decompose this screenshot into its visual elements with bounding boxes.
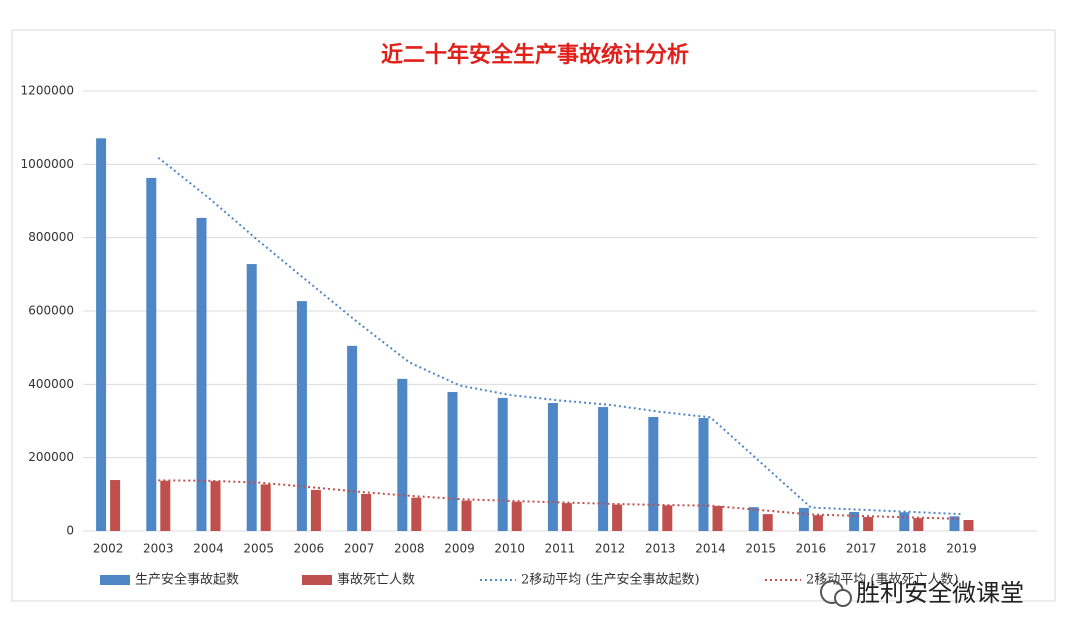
chart-frame xyxy=(11,29,1056,602)
bar xyxy=(662,505,673,531)
x-tick-label: 2004 xyxy=(193,542,224,556)
bar xyxy=(899,512,910,531)
bar xyxy=(160,480,171,531)
bar xyxy=(561,503,572,531)
bar xyxy=(698,418,709,531)
bar xyxy=(949,516,960,531)
x-tick-label: 2016 xyxy=(796,542,827,556)
bar xyxy=(748,507,759,531)
legend-swatch xyxy=(302,575,332,585)
bar xyxy=(347,345,358,531)
bar xyxy=(547,403,558,531)
bar xyxy=(447,392,458,531)
bar xyxy=(96,138,107,532)
x-tick-label: 2019 xyxy=(946,542,977,556)
bar xyxy=(798,507,809,531)
y-tick-label: 800000 xyxy=(28,230,74,244)
bar xyxy=(210,481,221,531)
x-tick-label: 2012 xyxy=(595,542,626,556)
bar xyxy=(511,501,522,531)
x-tick-label: 2008 xyxy=(394,542,425,556)
y-tick-label: 600000 xyxy=(28,304,74,318)
x-tick-label: 2015 xyxy=(745,542,776,556)
x-tick-label: 2003 xyxy=(143,542,174,556)
bar xyxy=(146,177,157,531)
bar xyxy=(110,480,121,531)
bar xyxy=(310,489,321,531)
bar xyxy=(246,264,257,531)
legend-label: 事故死亡人数 xyxy=(337,573,415,588)
bar xyxy=(712,506,723,531)
legend-swatch xyxy=(100,575,130,585)
y-tick-label: 200000 xyxy=(28,450,74,464)
bar xyxy=(612,504,623,531)
y-tick-label: 1200000 xyxy=(21,84,74,98)
legend-label: 生产安全事故起数 xyxy=(135,572,239,588)
x-tick-label: 2007 xyxy=(344,542,375,556)
x-tick-label: 2002 xyxy=(93,542,124,556)
bar xyxy=(598,407,609,531)
bar xyxy=(863,517,874,531)
x-tick-label: 2006 xyxy=(294,542,325,556)
bar xyxy=(397,378,408,531)
x-tick-label: 2017 xyxy=(846,542,877,556)
x-tick-label: 2011 xyxy=(545,542,576,556)
x-tick-label: 2014 xyxy=(695,542,726,556)
x-tick-label: 2013 xyxy=(645,542,676,556)
y-tick-label: 1000000 xyxy=(21,157,74,171)
bar xyxy=(361,493,372,531)
watermark: 胜利安全微课堂 xyxy=(856,579,1024,607)
legend-label: 2移动平均 (事故死亡人数) xyxy=(806,573,959,588)
y-tick-label: 0 xyxy=(66,524,74,538)
y-tick-label: 400000 xyxy=(28,377,74,391)
legend-label: 2移动平均 (生产安全事故起数) xyxy=(521,572,700,588)
x-tick-label: 2010 xyxy=(494,542,525,556)
bar xyxy=(913,518,924,531)
bar xyxy=(260,484,271,531)
trend-line xyxy=(158,479,962,520)
x-tick-label: 2018 xyxy=(896,542,927,556)
x-tick-label: 2009 xyxy=(444,542,475,556)
chart-title: 近二十年安全生产事故统计分析 xyxy=(381,42,689,68)
bar xyxy=(849,511,860,531)
bar xyxy=(461,500,472,531)
x-tick-label: 2005 xyxy=(243,542,274,556)
bar xyxy=(762,514,773,531)
bar xyxy=(296,301,307,531)
bar xyxy=(648,416,659,531)
bar xyxy=(812,515,823,531)
bar xyxy=(411,497,422,531)
bar xyxy=(963,520,974,531)
bar xyxy=(196,217,207,531)
bar xyxy=(497,397,508,531)
watermark-icon xyxy=(820,580,852,607)
trend-line xyxy=(157,156,962,516)
